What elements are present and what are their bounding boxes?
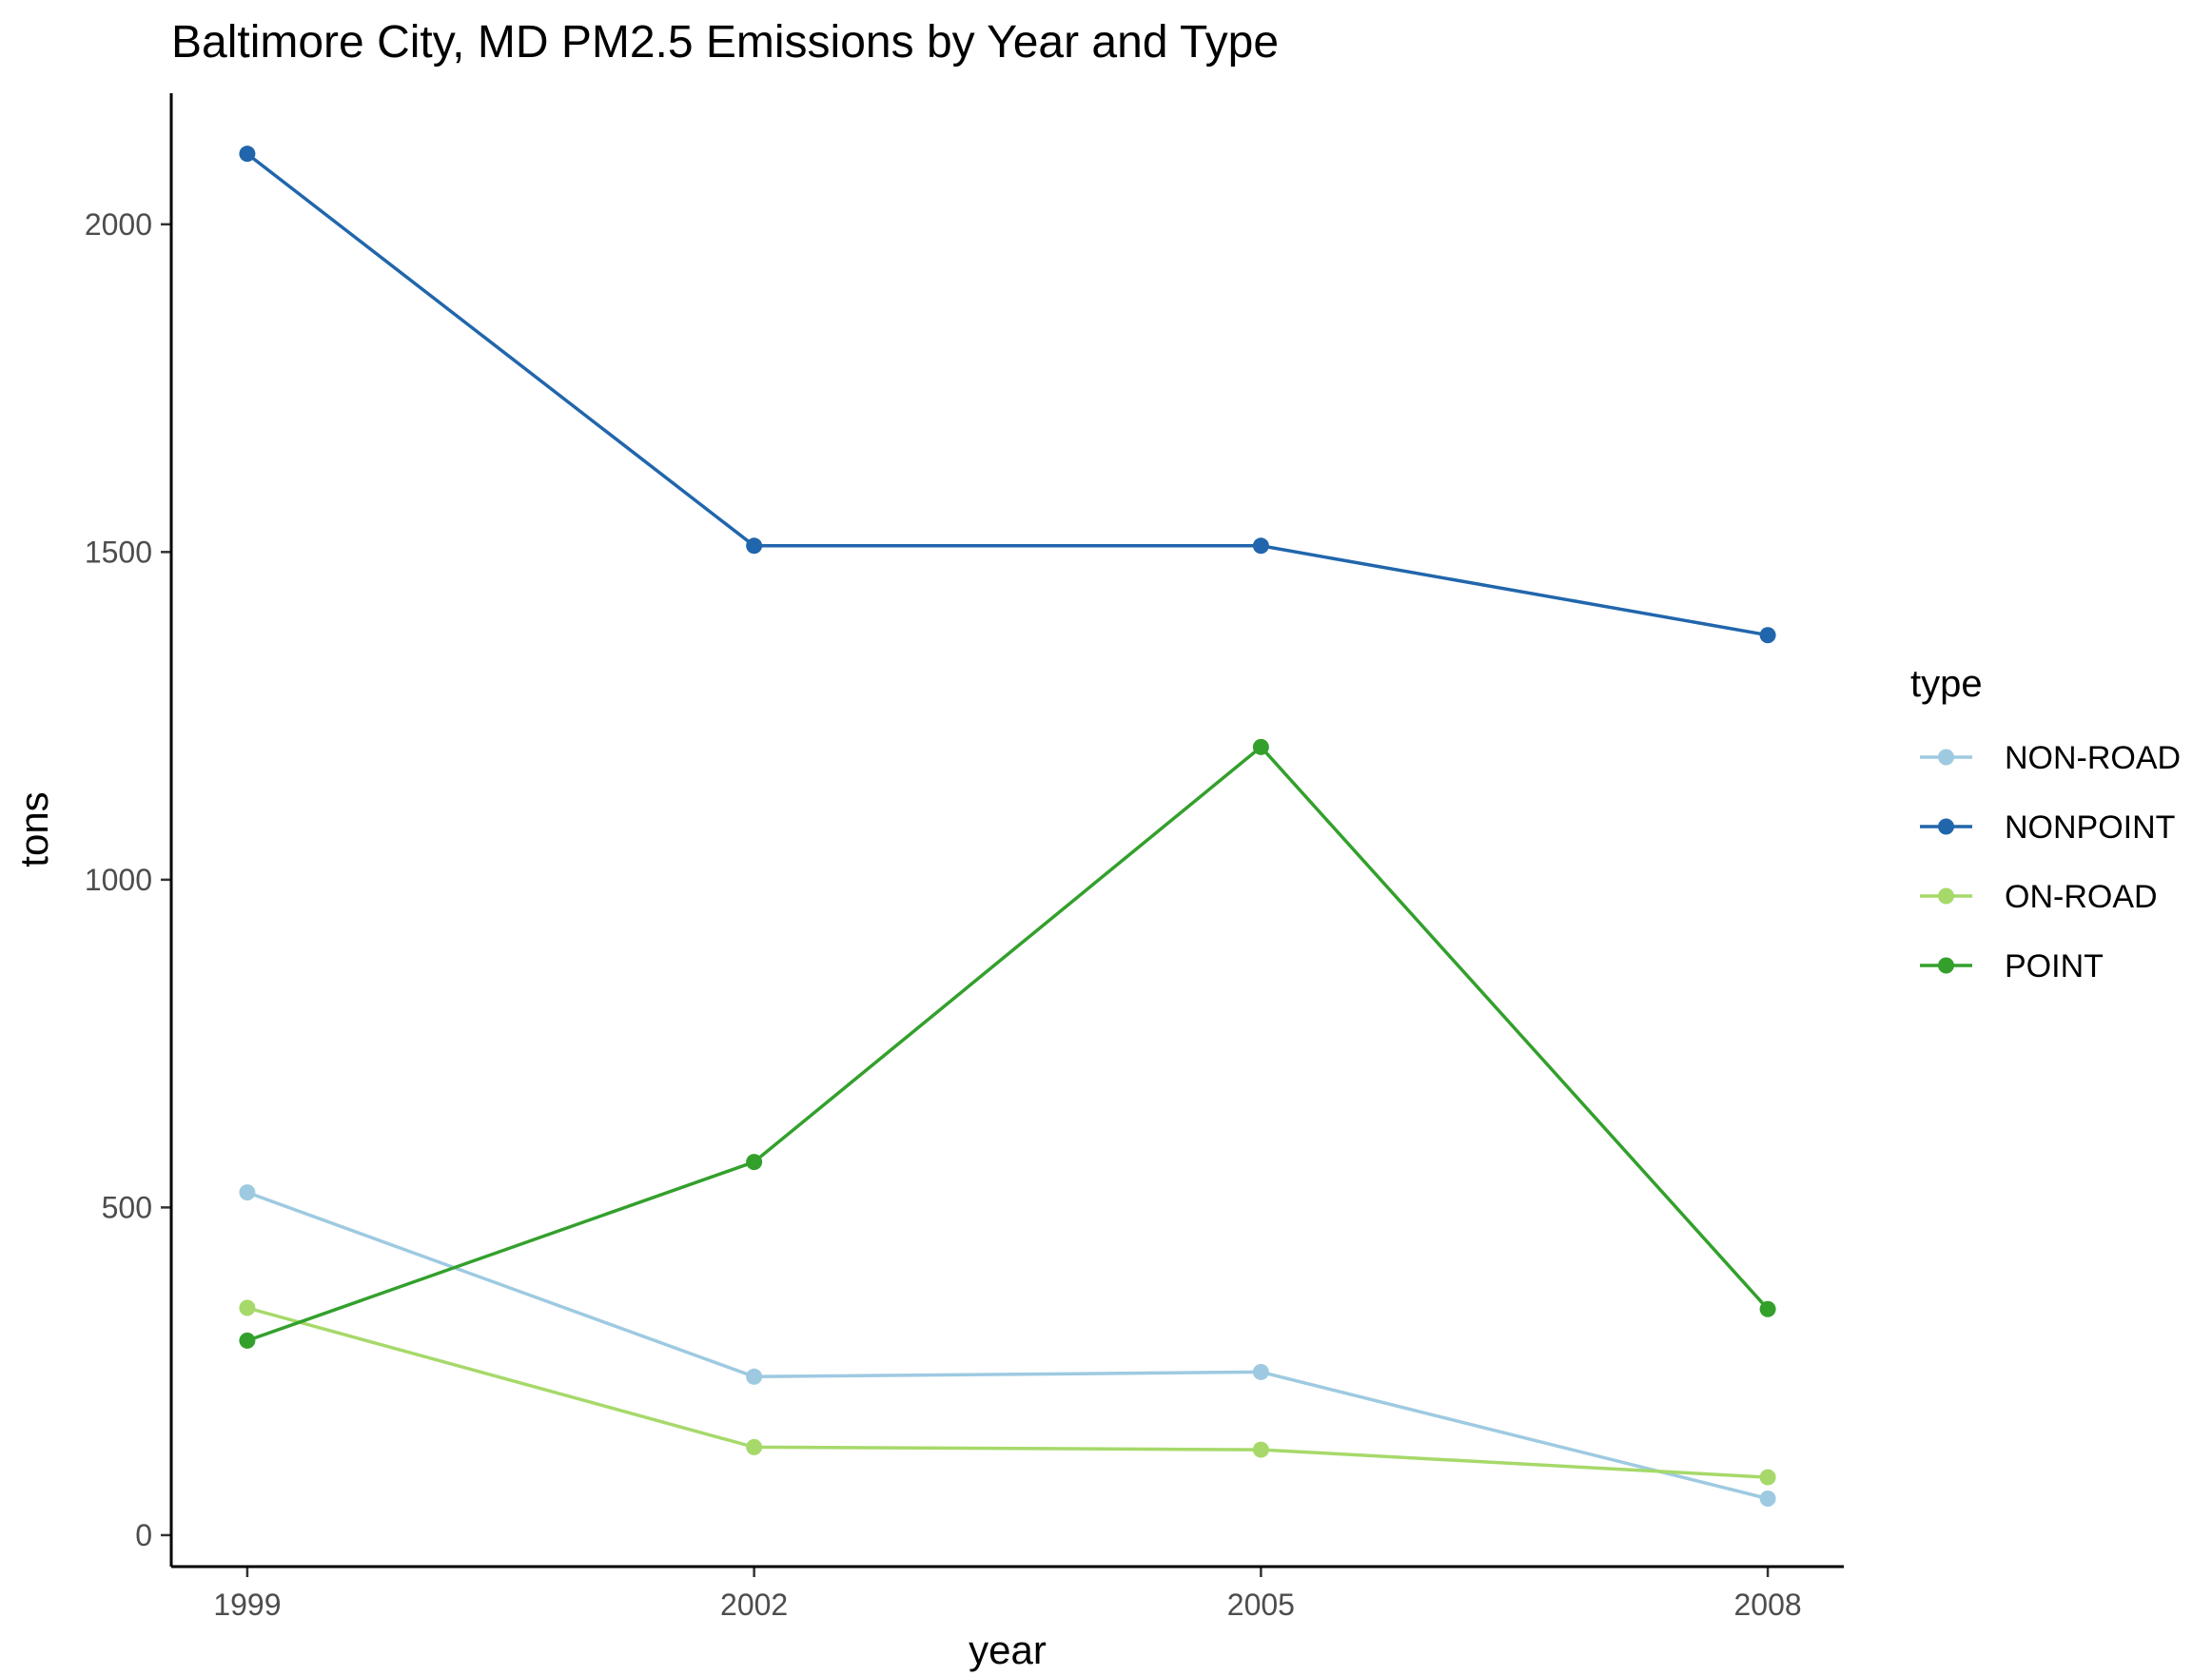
y-axis-ticks: 0 500 1000 1500 2000 xyxy=(85,207,171,1552)
x-tick-label: 1999 xyxy=(213,1588,281,1622)
data-point-on-road xyxy=(239,1299,256,1316)
legend-item-non-road: NON-ROAD xyxy=(1920,740,2181,776)
series-line-on-road xyxy=(246,1306,1769,1479)
y-axis-title: tons xyxy=(11,791,56,867)
y-tick-label: 1000 xyxy=(85,863,152,897)
legend-item-on-road: ON-ROAD xyxy=(1920,879,2158,915)
data-point-non-road xyxy=(239,1184,256,1201)
x-tick-label: 2005 xyxy=(1227,1588,1295,1622)
data-point-non-road xyxy=(1759,1490,1776,1507)
data-point-point xyxy=(1252,738,1269,755)
data-point-nonpoint xyxy=(746,537,763,555)
series-line-nonpoint xyxy=(245,152,1769,637)
data-point-nonpoint xyxy=(239,146,256,163)
legend-item-point: POINT xyxy=(1920,948,2104,984)
legend-item-nonpoint: NONPOINT xyxy=(1920,809,2175,846)
data-point-non-road xyxy=(746,1368,763,1385)
chart-title: Baltimore City, MD PM2.5 Emissions by Ye… xyxy=(171,17,1279,68)
y-tick-label: 0 xyxy=(135,1518,152,1552)
data-point-nonpoint xyxy=(1759,627,1776,644)
data-point-point xyxy=(746,1154,763,1171)
legend-key-point xyxy=(1938,957,1954,974)
legend-label: ON-ROAD xyxy=(2005,879,2158,915)
x-tick-label: 2002 xyxy=(720,1588,788,1622)
data-point-on-road xyxy=(746,1438,763,1455)
legend-key-point xyxy=(1938,749,1954,766)
legend-label: POINT xyxy=(2005,948,2104,984)
y-tick-label: 2000 xyxy=(85,207,152,242)
series-line-point xyxy=(246,744,1770,1343)
data-point-nonpoint xyxy=(1252,537,1269,555)
series-on-road xyxy=(239,1299,1776,1486)
series-line-non-road xyxy=(246,1190,1769,1501)
data-point-on-road xyxy=(1252,1441,1269,1458)
legend-key-point xyxy=(1938,887,1954,905)
legend-label: NON-ROAD xyxy=(2005,740,2181,776)
data-point-on-road xyxy=(1759,1469,1776,1486)
legend: type NON-ROAD NONPOINT ON-ROAD POINT xyxy=(1910,663,2181,984)
y-tick-label: 500 xyxy=(102,1190,152,1224)
plot-series xyxy=(239,146,1776,1507)
x-axis-title: year xyxy=(969,1627,1047,1672)
legend-label: NONPOINT xyxy=(2005,809,2175,846)
x-tick-label: 2008 xyxy=(1733,1588,1801,1622)
data-point-point xyxy=(1759,1300,1776,1317)
series-non-road xyxy=(239,1184,1776,1507)
series-nonpoint xyxy=(239,146,1776,644)
y-tick-label: 1500 xyxy=(85,535,152,569)
data-point-non-road xyxy=(1252,1363,1269,1380)
x-axis-ticks: 1999 2002 2005 2008 xyxy=(213,1567,1802,1622)
series-point xyxy=(239,738,1776,1349)
data-point-point xyxy=(239,1332,256,1349)
legend-title: type xyxy=(1910,663,1983,705)
legend-key-point xyxy=(1938,818,1954,835)
